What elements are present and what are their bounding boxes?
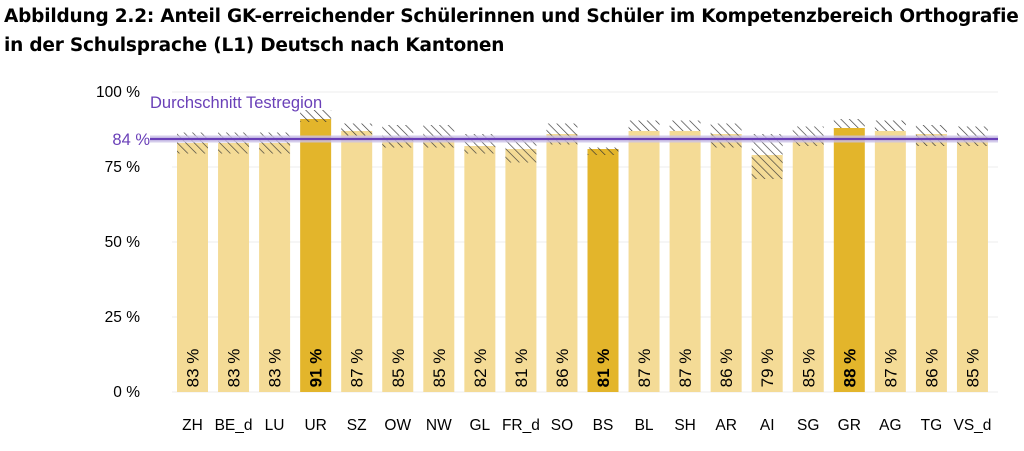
x-tick-label-AG: AG bbox=[879, 417, 901, 434]
value-label-TG: 86 % bbox=[922, 349, 941, 388]
x-tick-label-VS_d: VS_d bbox=[953, 417, 991, 434]
bar-AI bbox=[751, 155, 783, 392]
bar-VS_d bbox=[956, 137, 988, 392]
ci-hatch-GR bbox=[833, 119, 865, 128]
x-tick-label-UR: UR bbox=[304, 417, 326, 434]
value-label-ZH: 83 % bbox=[184, 349, 203, 388]
bar-SO bbox=[546, 134, 578, 392]
y-tick-label: 0 % bbox=[113, 384, 140, 401]
x-tick-label-FR_d: FR_d bbox=[502, 417, 540, 434]
bar-LU bbox=[259, 143, 291, 392]
value-label-GL: 82 % bbox=[471, 349, 490, 388]
y-tick-label: 100 % bbox=[96, 84, 140, 101]
bar-TG bbox=[915, 134, 947, 392]
value-label-LU: 83 % bbox=[266, 349, 285, 388]
value-label-AR: 86 % bbox=[717, 349, 736, 388]
bar-BL bbox=[628, 131, 660, 392]
value-label-SZ: 87 % bbox=[348, 349, 367, 388]
value-label-GR: 88 % bbox=[840, 349, 859, 388]
x-tick-label-NW: NW bbox=[426, 417, 452, 434]
value-label-OW: 85 % bbox=[389, 349, 408, 388]
axes: 0 % 25 % 50 % 75 % 100 % ZH BE_d LU UR SZ OW NW GL FR… bbox=[96, 84, 991, 434]
average-value-label: 84 % bbox=[112, 131, 150, 149]
ci-hatch-UR bbox=[300, 110, 332, 122]
x-tick-label-BL: BL bbox=[635, 417, 654, 434]
chart-title: Abbildung 2.2: Anteil GK-erreichender Sc… bbox=[4, 6, 1019, 56]
ci-hatch-BL bbox=[628, 120, 660, 131]
bar-UR bbox=[300, 119, 332, 392]
x-tick-label-BE_d: BE_d bbox=[215, 417, 253, 434]
x-tick-label-ZH: ZH bbox=[182, 417, 203, 434]
x-tick-label-GL: GL bbox=[470, 417, 491, 434]
bar-SH bbox=[669, 131, 701, 392]
average-label: Durchschnitt Testregion bbox=[150, 94, 322, 112]
x-tick-label-LU: LU bbox=[265, 417, 285, 434]
x-tick-label-SO: SO bbox=[551, 417, 573, 434]
bar-SZ bbox=[341, 131, 373, 392]
bar-GL bbox=[464, 146, 496, 392]
ci-hatch-SH bbox=[669, 120, 701, 131]
x-tick-label-OW: OW bbox=[384, 417, 411, 434]
y-tick-label: 75 % bbox=[105, 159, 141, 176]
bar-ZH bbox=[177, 143, 208, 392]
x-tick-label-AI: AI bbox=[760, 417, 775, 434]
bar-FR_d bbox=[505, 149, 537, 392]
x-tick-label-GR: GR bbox=[838, 417, 861, 434]
ci-hatch-BS bbox=[587, 147, 619, 155]
value-label-BE_d: 83 % bbox=[225, 349, 244, 388]
value-label-SO: 86 % bbox=[553, 349, 572, 388]
value-label-AG: 87 % bbox=[881, 349, 900, 388]
value-label-AI: 79 % bbox=[758, 349, 777, 388]
x-tick-label-AR: AR bbox=[715, 417, 737, 434]
value-label-BS: 81 % bbox=[594, 349, 613, 388]
y-tick-label: 25 % bbox=[105, 309, 141, 326]
bar-AR bbox=[710, 134, 742, 392]
value-label-SG: 85 % bbox=[799, 349, 818, 388]
x-tick-label-SH: SH bbox=[674, 417, 696, 434]
x-tick-label-TG: TG bbox=[921, 417, 943, 434]
x-tick-label-BS: BS bbox=[593, 417, 614, 434]
y-tick-label: 50 % bbox=[105, 234, 141, 251]
value-label-UR: 91 % bbox=[307, 349, 326, 388]
bar-SG bbox=[792, 137, 824, 392]
bar-GR bbox=[833, 128, 865, 392]
bar-AG bbox=[874, 131, 906, 392]
average-line-group: Durchschnitt Testregion 84 % bbox=[112, 94, 998, 149]
value-label-BL: 87 % bbox=[635, 349, 654, 388]
bar-NW bbox=[423, 137, 455, 392]
ci-hatch-SZ bbox=[341, 123, 373, 136]
ci-hatch-AG bbox=[874, 120, 906, 131]
bar-OW bbox=[382, 137, 414, 392]
value-label-NW: 85 % bbox=[430, 349, 449, 388]
bar-BE_d bbox=[218, 143, 250, 392]
x-tick-label-SZ: SZ bbox=[347, 417, 367, 434]
bars: 83 % 83 % 83 % 91 % 87 % 85 % 85 % 82 % 81 % 86 %… bbox=[177, 110, 988, 392]
bar-BS bbox=[587, 149, 619, 392]
value-label-VS_d: 85 % bbox=[963, 349, 982, 388]
x-tick-label-SG: SG bbox=[797, 417, 819, 434]
value-label-FR_d: 81 % bbox=[512, 349, 531, 388]
value-label-SH: 87 % bbox=[676, 349, 695, 388]
